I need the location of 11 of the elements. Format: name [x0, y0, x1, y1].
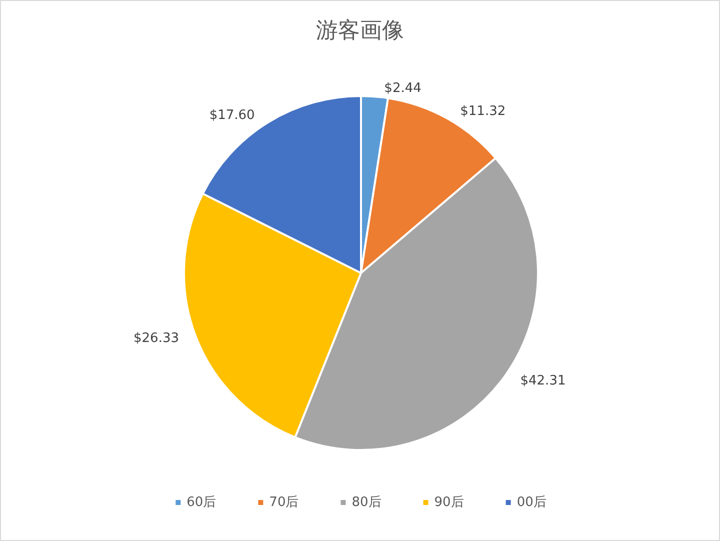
chart-title: 游客画像: [316, 18, 404, 44]
data-label: $2.44: [384, 81, 422, 96]
legend-label: 80后: [352, 495, 382, 510]
legend-label: 70后: [269, 495, 299, 510]
legend-label: 00后: [516, 495, 546, 510]
data-label: $17.60: [209, 108, 255, 124]
data-label: $26.33: [134, 331, 180, 346]
data-label: $11.32: [460, 104, 506, 119]
legend-label: 60后: [186, 495, 216, 510]
legend-label: 90后: [434, 495, 464, 510]
data-label: $42.31: [520, 373, 566, 388]
